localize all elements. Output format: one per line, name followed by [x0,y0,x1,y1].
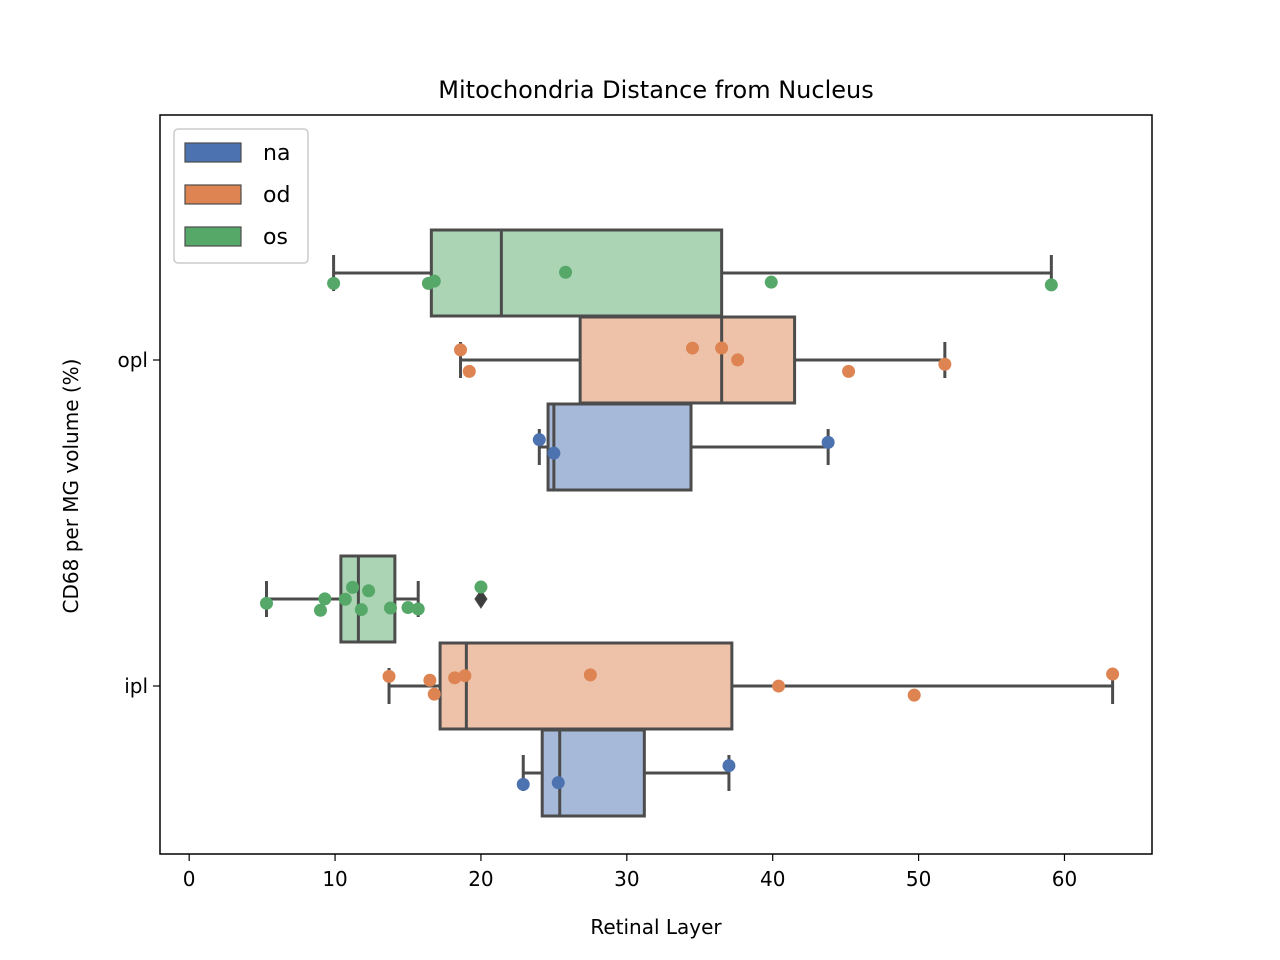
legend: na od os [173,128,309,264]
data-point-ipl-os [411,602,425,616]
data-point-opl-od [454,343,468,357]
data-point-ipl-od [772,679,786,693]
data-point-opl-os [559,265,573,279]
data-point-ipl-na [551,776,565,790]
data-point-ipl-os [401,601,415,615]
data-point-opl-od [462,364,476,378]
x-tick-label: 40 [760,867,785,891]
box-body [546,402,693,492]
box-ipl-od [387,641,1115,731]
box-body [540,728,646,818]
data-point-ipl-na [516,777,530,791]
data-point-ipl-na [722,759,736,773]
x-tick-label: 50 [906,867,931,891]
data-point-ipl-od [458,669,472,683]
data-point-ipl-od [1106,667,1120,681]
data-point-opl-na [821,435,835,449]
data-point-opl-od [842,364,856,378]
x-tick-label: 20 [468,867,493,891]
plot-frame [159,114,1153,855]
data-point-opl-na [532,433,546,447]
y-tick-label: ipl [124,674,148,698]
box-opl-od [459,315,947,405]
plot-area: 0 10 20 30 40 50 60 opl ipl [118,114,1153,891]
x-tick-label: 60 [1052,867,1077,891]
legend-swatch-od [184,184,242,205]
box-ipl-na [521,728,731,818]
box-body [429,228,724,318]
data-point-opl-od [715,341,729,355]
x-tick-label: 30 [614,867,639,891]
box-body [438,641,734,731]
box-opl-na [537,402,830,492]
data-point-ipl-os [313,603,327,617]
box-opl-os [332,228,1053,318]
data-point-ipl-od [583,668,597,682]
data-point-opl-od [685,341,699,355]
box-ipl-os [264,554,488,644]
data-point-ipl-os [474,580,488,594]
data-point-ipl-os [354,603,368,617]
legend-swatch-os [184,226,242,247]
data-point-ipl-od [427,687,441,701]
data-point-ipl-os [362,584,376,598]
data-point-ipl-os [318,592,332,606]
data-point-opl-os [764,275,778,289]
data-point-opl-os [427,274,441,288]
data-point-ipl-od [423,673,437,687]
y-axis-label: CD68 per MG volume (%) [59,359,83,614]
data-point-ipl-os [383,601,397,615]
x-tick-label: 0 [183,867,196,891]
data-point-opl-od [938,357,952,371]
data-point-opl-os [327,276,341,290]
y-tick-label: opl [118,348,149,372]
data-point-ipl-os [338,592,352,606]
data-point-opl-od [731,353,745,367]
data-point-ipl-os [259,596,273,610]
data-point-opl-os [1044,278,1058,292]
x-tick-label: 10 [322,867,347,891]
chart-title: Mitochondria Distance from Nucleus [438,76,873,104]
data-point-ipl-os [346,580,360,594]
data-point-ipl-od [448,671,462,685]
legend-swatch-na [184,142,242,163]
data-point-ipl-od [907,688,921,702]
legend-label-od: od [263,183,290,208]
outlier-marker [474,589,488,609]
x-axis-label: Retinal Layer [590,915,722,939]
data-point-opl-na [547,446,561,460]
data-point-ipl-od [382,669,396,683]
box-body [578,315,797,405]
legend-label-os: os [263,225,288,250]
legend-label-na: na [263,141,290,166]
